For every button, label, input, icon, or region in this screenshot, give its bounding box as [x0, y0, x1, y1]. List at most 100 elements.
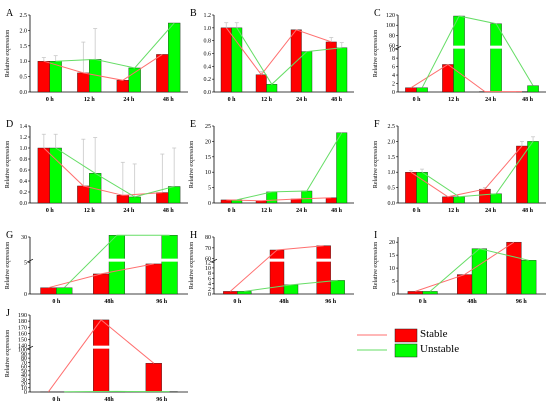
d-y-tick-label: 1.2	[20, 135, 28, 141]
f-bar-stable	[479, 188, 491, 204]
b-y-tick-label: 0.8	[204, 39, 212, 45]
j-y-tick-label: 80	[21, 356, 27, 362]
a-bar-stable	[37, 61, 50, 93]
h-bar-break-gap	[269, 258, 285, 262]
c-y-tick-label: 4	[392, 73, 395, 79]
c-x-tick-label: 24 h	[485, 97, 497, 103]
e-bar-unstable	[301, 190, 313, 204]
b-panel-letter: B	[190, 8, 197, 19]
j-x-tick-label: 0 h	[52, 397, 61, 403]
a-y-title: Relative expression	[5, 30, 11, 77]
c-y-tick-label: 60	[389, 44, 395, 50]
f-bar-unstable	[490, 193, 502, 204]
j-y-tick-label: 100	[18, 348, 27, 354]
e-y-tick-label: 10	[205, 170, 211, 176]
j-y-tick-label: 20	[21, 382, 27, 388]
c-bar-unstable	[490, 23, 502, 93]
b-bar-stable	[220, 27, 232, 93]
c-y-tick-label: 8	[392, 56, 395, 62]
i-y-tick-label: 5	[392, 279, 395, 285]
b-bar-unstable	[266, 84, 278, 93]
f-y-tick-label: 0.5	[388, 186, 396, 192]
h-y-tick-label: 10	[205, 266, 211, 272]
d-x-tick-label: 0 h	[46, 208, 55, 214]
a-x-tick-label: 24 h	[123, 97, 135, 103]
panel-d: 0.0 0.2 0.4 0.6 0.8 1.0 1.2 1.4 Relative express…	[5, 119, 188, 214]
legend-swatch-unstable	[394, 343, 418, 358]
j-y-tick-label: 170	[18, 325, 27, 331]
panel-j: 0102030405060708090100140150160170180190…	[5, 308, 188, 403]
j-y-tick-label: 140	[18, 344, 27, 350]
c-y-tick-label: 6	[392, 65, 395, 71]
b-x-tick-label: 24 h	[296, 97, 308, 103]
b-y-tick-label: 0.4	[204, 64, 212, 70]
c-y-tick-label: 120	[386, 13, 395, 19]
i-bar-stable	[457, 274, 473, 295]
h-bar-break-gap	[316, 258, 332, 262]
i-y-title: Relative expression	[373, 242, 379, 289]
c-y-title: Relative expression	[373, 30, 379, 77]
g-line-stable	[48, 263, 154, 289]
c-y-tick-label: 100	[386, 23, 395, 29]
b-y-tick-label: 1.0	[204, 26, 212, 32]
e-y-tick-label: 25	[205, 124, 211, 130]
d-panel-letter: D	[6, 119, 13, 130]
b-x-tick-label: 0 h	[228, 97, 237, 103]
j-y-tick-label: 30	[21, 377, 27, 383]
j-axis-break-mark	[26, 345, 34, 350]
i-x-tick-label: 48h	[467, 299, 477, 305]
h-panel-letter: H	[190, 230, 197, 241]
g-bar-stable	[92, 273, 110, 295]
a-bar-stable	[77, 72, 90, 93]
f-panel-letter: F	[374, 119, 380, 130]
a-bar-unstable	[128, 67, 141, 93]
g-panel-letter: G	[6, 230, 13, 241]
i-line-unstable	[429, 248, 529, 292]
j-y-tick-label: 160	[18, 331, 27, 337]
d-x-tick-label: 48 h	[163, 208, 175, 214]
d-line-unstable	[55, 147, 175, 198]
h-line-stable	[229, 245, 324, 292]
d-y-tick-label: 0.4	[20, 179, 28, 185]
d-y-tick-label: 0.0	[20, 201, 28, 207]
e-line-stable	[226, 197, 332, 202]
d-bar-stable	[37, 147, 50, 204]
panel-f: 0.0 0.5 1.0 1.5 2.0 2.5 Relative expression F 0 …	[373, 119, 546, 214]
b-x-tick-label: 12 h	[261, 97, 273, 103]
e-x-tick-label: 12 h	[261, 208, 273, 214]
h-y-tick-label: 6	[208, 276, 211, 282]
a-y-tick-label: 1.0	[20, 59, 28, 65]
g-x-tick-label: 0 h	[52, 299, 61, 305]
c-axis-break-mark	[394, 45, 402, 50]
i-bar-unstable	[471, 248, 488, 295]
h-y-tick-label: 0	[208, 292, 211, 298]
j-bar-stable	[92, 319, 110, 393]
c-bar-break-gap	[453, 45, 466, 49]
a-x-tick-label: 48 h	[163, 97, 175, 103]
i-y-tick-label: 0	[392, 292, 395, 298]
f-bar-stable	[405, 171, 417, 204]
d-bar-stable	[116, 195, 129, 204]
i-x-tick-label: 0 h	[419, 299, 428, 305]
j-y-tick-label: 60	[21, 365, 27, 371]
a-panel-letter: A	[6, 8, 14, 19]
j-y-tick-label: 40	[21, 373, 27, 379]
c-y-tick-label: 2	[392, 82, 395, 88]
b-bar-stable	[255, 74, 267, 93]
c-y-tick-label: 0	[392, 90, 395, 96]
g-y-tick-label: 30	[21, 235, 27, 241]
d-bar-stable	[156, 192, 169, 204]
d-x-tick-label: 12 h	[84, 208, 96, 214]
c-line-stable	[410, 63, 522, 93]
g-y-title: Relative expression	[5, 242, 11, 289]
a-line-unstable	[55, 22, 175, 69]
b-y-tick-label: 1.2	[204, 13, 212, 19]
a-y-tick-label: 0.0	[20, 90, 28, 96]
h-y-tick-label: 8	[208, 271, 211, 277]
h-x-tick-label: 96 h	[325, 299, 337, 305]
h-x-tick-label: 0 h	[233, 299, 242, 305]
f-y-tick-label: 1.5	[388, 155, 396, 161]
